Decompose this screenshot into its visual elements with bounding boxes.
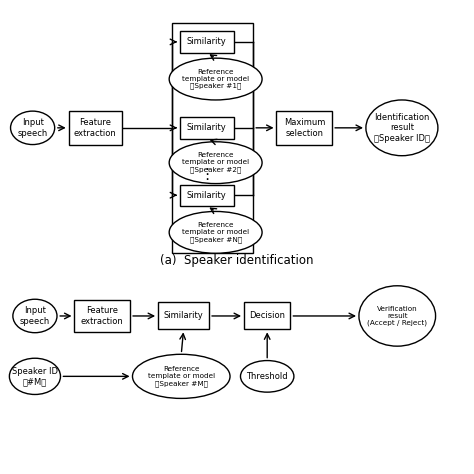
FancyBboxPatch shape bbox=[180, 31, 234, 53]
Ellipse shape bbox=[13, 299, 57, 333]
FancyBboxPatch shape bbox=[172, 23, 253, 253]
FancyBboxPatch shape bbox=[158, 302, 209, 329]
Text: Feature
extraction: Feature extraction bbox=[81, 306, 124, 326]
Text: Reference
template or model
（Speaker #N）: Reference template or model （Speaker #N） bbox=[182, 222, 249, 243]
Text: Similarity: Similarity bbox=[187, 37, 227, 46]
FancyBboxPatch shape bbox=[276, 111, 332, 145]
Ellipse shape bbox=[240, 361, 294, 392]
Text: Decision: Decision bbox=[249, 311, 285, 320]
Ellipse shape bbox=[169, 58, 262, 100]
Text: Similarity: Similarity bbox=[164, 311, 203, 320]
Text: Verification
result
(Accept / Reject): Verification result (Accept / Reject) bbox=[367, 306, 427, 326]
Ellipse shape bbox=[10, 111, 55, 145]
FancyBboxPatch shape bbox=[69, 111, 122, 145]
FancyBboxPatch shape bbox=[180, 117, 234, 138]
Text: Reference
template or model
（Speaker #2）: Reference template or model （Speaker #2） bbox=[182, 152, 249, 173]
Ellipse shape bbox=[359, 286, 436, 346]
Text: Reference
template or model
（Speaker #1）: Reference template or model （Speaker #1） bbox=[182, 69, 249, 90]
FancyBboxPatch shape bbox=[74, 300, 130, 332]
Ellipse shape bbox=[9, 358, 61, 394]
Text: Identification
result
（Speaker ID）: Identification result （Speaker ID） bbox=[374, 113, 430, 143]
Text: Reference
template or model
（Speaker #M）: Reference template or model （Speaker #M） bbox=[148, 366, 215, 387]
Ellipse shape bbox=[169, 142, 262, 183]
FancyBboxPatch shape bbox=[180, 184, 234, 206]
Text: Speaker ID
（#M）: Speaker ID （#M） bbox=[12, 367, 58, 386]
Text: Similarity: Similarity bbox=[187, 191, 227, 200]
Text: Feature
extraction: Feature extraction bbox=[74, 118, 117, 137]
FancyBboxPatch shape bbox=[244, 302, 291, 329]
Text: Maximum
selection: Maximum selection bbox=[283, 118, 325, 137]
Ellipse shape bbox=[132, 354, 230, 399]
Text: Similarity: Similarity bbox=[187, 123, 227, 132]
Text: Threshold: Threshold bbox=[246, 372, 288, 381]
Text: Input
speech: Input speech bbox=[18, 118, 48, 137]
Ellipse shape bbox=[366, 100, 438, 155]
Text: ⋮: ⋮ bbox=[199, 167, 214, 182]
Text: Input
speech: Input speech bbox=[20, 306, 50, 326]
Text: (a)  Speaker identification: (a) Speaker identification bbox=[160, 254, 314, 267]
Ellipse shape bbox=[169, 211, 262, 253]
